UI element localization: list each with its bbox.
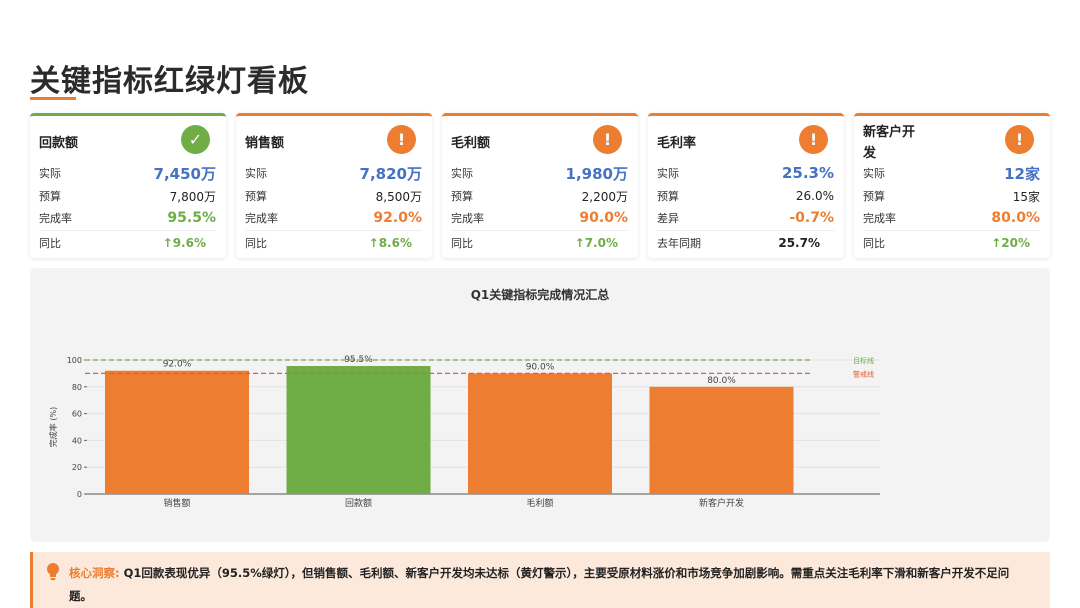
insight-label: 核心洞察:	[69, 566, 120, 580]
kpi-card-sales: 销售额 ! 实际 7,820万 预算 8,500万 完成率 92.0% 同比 ↑8.6%	[236, 113, 432, 258]
kpi-card-new-customers: 新客户开发 ! 实际 12家 预算 15家 完成率 80.0% 同比 ↑20%	[854, 113, 1050, 258]
divider	[245, 230, 422, 231]
lightbulb-icon	[47, 563, 59, 580]
x-tick-label: 毛利额	[526, 497, 553, 509]
kpi-budget-value: 26.0%	[795, 189, 834, 203]
kpi-diff-value: -0.7%	[789, 210, 834, 226]
bar	[105, 370, 249, 494]
kpi-rate-value: 92.0%	[373, 210, 422, 226]
kpi-yoy-value: ↑9.6%	[162, 236, 206, 250]
x-tick-label: 新客户开发	[699, 497, 744, 509]
kpi-label: 同比	[39, 237, 61, 250]
kpi-label: 完成率	[39, 212, 72, 225]
divider	[657, 230, 834, 231]
kpi-card-name: 回款额	[39, 136, 79, 151]
data-label: 80.0%	[707, 376, 736, 386]
kpi-rate-value: 80.0%	[991, 210, 1040, 226]
kpi-label: 去年同期	[657, 237, 701, 250]
kpi-label: 预算	[863, 190, 885, 203]
kpi-card-gross-profit: 毛利额 ! 实际 1,980万 预算 2,200万 完成率 90.0% 同比 ↑7.0%	[442, 113, 638, 258]
y-axis-label: 完成率 (%)	[48, 407, 58, 447]
y-tick-label: 20	[72, 463, 82, 472]
kpi-budget-value: 15家	[1012, 189, 1040, 204]
exclamation-icon: !	[593, 125, 622, 154]
kpi-label: 预算	[451, 190, 473, 203]
insight-box: 核心洞察: Q1回款表现优异（95.5%绿灯），但销售额、毛利额、新客户开发均未达…	[30, 552, 1050, 608]
kpi-rate-value: 90.0%	[579, 210, 628, 226]
x-tick-label: 销售额	[163, 497, 190, 509]
kpi-card-name: 销售额	[245, 136, 285, 151]
kpi-yoy-value: ↑20%	[991, 236, 1030, 250]
bar	[286, 366, 431, 494]
page-title: 关键指标红绿灯看板	[30, 64, 309, 99]
kpi-label: 实际	[863, 167, 885, 180]
kpi-card-name: 毛利率	[657, 136, 697, 151]
check-icon: ✓	[181, 125, 210, 154]
y-tick-label: 60	[72, 410, 82, 419]
bar	[468, 373, 612, 494]
exclamation-icon: !	[387, 125, 416, 154]
kpi-label: 同比	[863, 237, 885, 250]
kpi-label: 实际	[245, 167, 267, 180]
divider	[863, 230, 1040, 231]
kpi-card-name: 新客户开发	[863, 125, 916, 161]
data-label: 90.0%	[526, 362, 555, 372]
kpi-actual-value: 7,450万	[153, 164, 216, 183]
bar	[649, 386, 794, 494]
kpi-label: 预算	[39, 190, 61, 203]
kpi-last-year-value: 25.7%	[778, 236, 820, 250]
kpi-label: 同比	[451, 237, 473, 250]
kpi-yoy-value: ↑8.6%	[368, 236, 412, 250]
data-label: 92.0%	[163, 360, 192, 370]
kpi-budget-value: 7,800万	[169, 189, 216, 204]
kpi-label: 预算	[657, 190, 679, 203]
kpi-card-gross-margin: 毛利率 ! 实际 25.3% 预算 26.0% 差异 -0.7% 去年同期 25.7%	[648, 113, 844, 258]
legend-label: 目标线	[853, 356, 874, 365]
kpi-budget-value: 2,200万	[581, 189, 628, 204]
kpi-label: 完成率	[451, 212, 484, 225]
y-tick-label: 80	[72, 383, 82, 392]
x-tick-label: 回款额	[345, 497, 372, 509]
y-tick-label: 100	[67, 356, 82, 365]
divider	[39, 230, 216, 231]
kpi-rate-value: 95.5%	[167, 210, 216, 226]
kpi-label: 完成率	[245, 212, 278, 225]
kpi-actual-value: 1,980万	[565, 164, 628, 183]
y-tick-label: 40	[72, 436, 82, 445]
kpi-label: 完成率	[863, 212, 896, 225]
chart-panel: Q1关键指标完成情况汇总 0 20 40 60 80 100 完成率 (%) 92.0% 销售额…	[30, 268, 1050, 542]
kpi-actual-value: 12家	[1004, 164, 1040, 183]
divider	[451, 230, 628, 231]
kpi-budget-value: 8,500万	[375, 189, 422, 204]
exclamation-icon: !	[1005, 125, 1034, 154]
kpi-yoy-value: ↑7.0%	[574, 236, 618, 250]
insight-text: 核心洞察: Q1回款表现优异（95.5%绿灯），但销售额、毛利额、新客户开发均未达…	[69, 562, 1030, 608]
insight-body: Q1回款表现优异（95.5%绿灯），但销售额、毛利额、新客户开发均未达标（黄灯警…	[69, 566, 1010, 603]
kpi-actual-value: 7,820万	[359, 164, 422, 183]
kpi-card-repayment: 回款额 ✓ 实际 7,450万 预算 7,800万 完成率 95.5% 同比 ↑9.6%	[30, 113, 226, 258]
chart-title: Q1关键指标完成情况汇总	[470, 288, 610, 302]
kpi-label: 同比	[245, 237, 267, 250]
kpi-label: 实际	[451, 167, 473, 180]
kpi-label: 差异	[657, 212, 679, 225]
kpi-label: 实际	[657, 167, 679, 180]
kpi-label: 实际	[39, 167, 61, 180]
exclamation-icon: !	[799, 125, 828, 154]
kpi-card-name: 毛利额	[451, 136, 491, 151]
legend-label: 警戒线	[853, 369, 874, 378]
kpi-actual-value: 25.3%	[781, 164, 834, 182]
kpi-label: 预算	[245, 190, 267, 203]
title-underline	[30, 97, 76, 100]
y-tick-label: 0	[77, 490, 82, 499]
